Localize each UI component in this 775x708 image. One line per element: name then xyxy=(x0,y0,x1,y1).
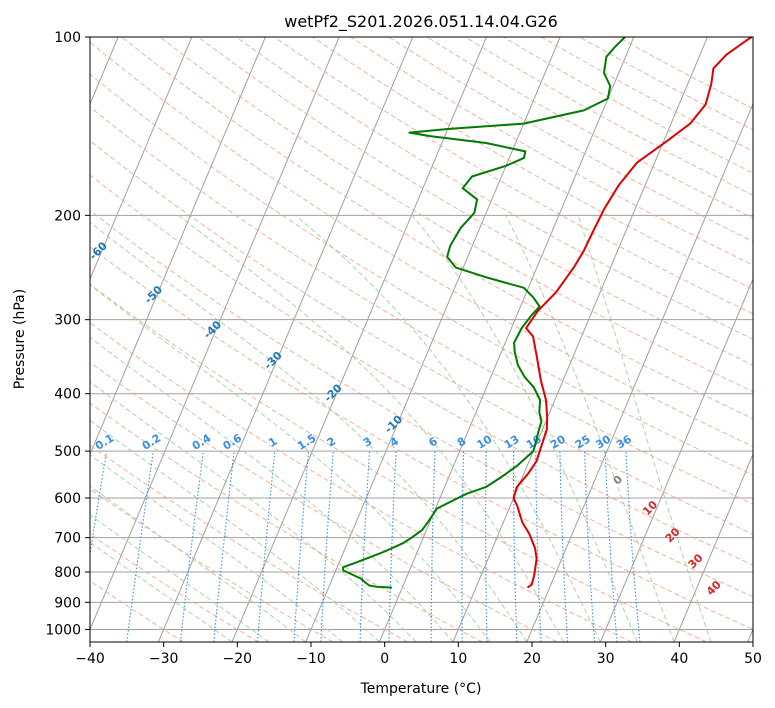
mixing-ratio-line xyxy=(535,451,542,642)
dry-adiabat-line xyxy=(235,37,753,340)
moist-adiabat-line xyxy=(90,221,528,642)
isotherm-line xyxy=(378,37,635,642)
mixing-ratio-line xyxy=(388,451,397,642)
dry-adiabat-line xyxy=(90,444,408,642)
y-tick-label: 500 xyxy=(54,444,81,460)
moist-adiabat-line xyxy=(90,541,233,642)
y-tick-label: 400 xyxy=(54,387,81,403)
x-tick-label: −40 xyxy=(75,651,105,667)
dry-adiabat-line xyxy=(90,106,753,505)
moist-adiabat-line xyxy=(411,214,638,642)
dry-adiabat-line xyxy=(90,402,483,642)
dry-adiabat-line xyxy=(90,73,753,476)
y-tick-label: 600 xyxy=(54,491,81,507)
moist-adiabat-line xyxy=(90,381,417,642)
isotherm-line xyxy=(673,452,753,642)
isotherm-line xyxy=(452,37,708,642)
mixing-ratio-line xyxy=(584,451,596,642)
moist-adiabat-line xyxy=(505,215,675,642)
dry-adiabat-line xyxy=(90,533,259,642)
isotherm-line xyxy=(599,277,753,642)
moist-adiabat-line xyxy=(90,454,343,642)
y-tick-label: 700 xyxy=(54,531,81,547)
mixing-ratio-line xyxy=(320,451,334,642)
mixing-ratio-line xyxy=(293,451,310,642)
y-tick-label: 800 xyxy=(54,565,81,581)
isotherm-line xyxy=(90,37,340,631)
x-tick-label: 10 xyxy=(449,651,467,667)
moist-adiabat-line xyxy=(90,284,491,642)
y-axis-label: Pressure (hPa) xyxy=(12,289,28,389)
x-tick-label: 50 xyxy=(744,651,762,667)
y-tick-label: 100 xyxy=(54,30,81,46)
y-tick-label: 1000 xyxy=(45,622,81,638)
x-tick-label: 40 xyxy=(670,651,688,667)
dry-adiabat-line xyxy=(90,140,753,535)
dewpoint-profile-line xyxy=(342,37,626,589)
mixing-ratio-line xyxy=(625,451,641,642)
x-axis-label: Temperature (°C) xyxy=(360,681,482,697)
moist-adiabat-line xyxy=(178,214,565,642)
dry-adiabat-line xyxy=(90,322,632,642)
x-tick-label: −30 xyxy=(149,651,179,667)
x-tick-label: 0 xyxy=(380,651,389,667)
dry-adiabat-line xyxy=(197,37,753,366)
x-tick-label: 20 xyxy=(523,651,541,667)
mixing-ratio-line xyxy=(604,451,618,642)
x-tick-label: −20 xyxy=(223,651,253,667)
chart-title: wetPf2_S201.2026.051.14.04.G26 xyxy=(284,12,558,32)
dry-adiabat-line xyxy=(90,283,707,642)
moist-adiabat-line xyxy=(90,419,380,642)
dry-adiabat-line xyxy=(90,361,558,642)
dry-adiabat-line xyxy=(90,209,753,598)
isotherm-line xyxy=(90,37,193,281)
mixing-ratio-line xyxy=(461,451,465,642)
dry-adiabat-line xyxy=(90,41,753,448)
plot-frame xyxy=(89,36,754,643)
isotherm-label: -80 xyxy=(0,144,3,167)
moist-adiabat-line xyxy=(90,336,454,642)
isotherm-line xyxy=(526,102,753,642)
moist-adiabat-line xyxy=(295,214,601,642)
y-tick-label: 200 xyxy=(54,208,81,224)
mixing-ratio-line xyxy=(430,451,436,642)
x-tick-label: 30 xyxy=(597,651,615,667)
moist-adiabat-line xyxy=(577,215,712,642)
mixing-ratio-line xyxy=(559,451,569,642)
dry-adiabat-line xyxy=(312,37,753,290)
mixing-ratio-line xyxy=(485,451,488,642)
temperature-profile-line xyxy=(512,37,753,589)
y-tick-label: 300 xyxy=(54,313,81,329)
mixing-ratio-line xyxy=(359,451,371,642)
dry-adiabat-line xyxy=(274,37,753,315)
mixing-ratio-line xyxy=(256,451,276,642)
moist-adiabat-line xyxy=(90,485,306,642)
mixing-ratio-line xyxy=(213,451,235,642)
y-tick-label: 900 xyxy=(54,595,81,611)
isotherm-line xyxy=(157,37,414,642)
dry-adiabat-line xyxy=(90,246,753,630)
x-tick-label: −10 xyxy=(296,651,326,667)
isotherm-line xyxy=(90,37,266,456)
